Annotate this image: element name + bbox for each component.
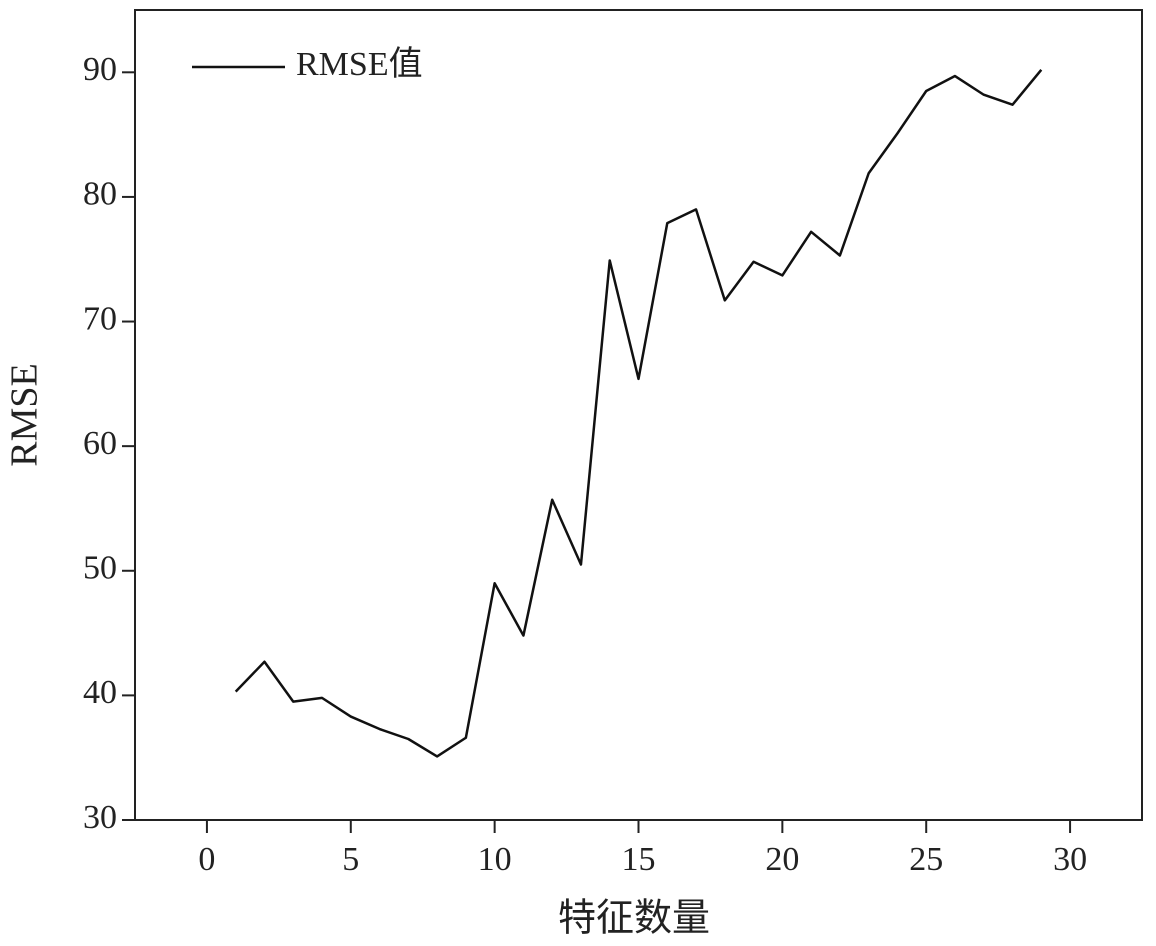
plot-frame <box>134 9 1143 821</box>
y-tick-label: 50 <box>83 550 117 587</box>
y-tick-label: 80 <box>83 176 117 213</box>
x-tick-label: 5 <box>342 841 359 878</box>
y-tick-label: 90 <box>83 51 117 88</box>
y-tick-label: 30 <box>83 799 117 836</box>
legend-label: RMSE值 <box>296 45 423 83</box>
y-tick-label: 60 <box>83 425 117 462</box>
x-tick-label: 10 <box>478 841 512 878</box>
x-tick-label: 20 <box>765 841 799 878</box>
x-axis-label: 特征数量 <box>558 898 710 940</box>
x-tick-label: 30 <box>1053 841 1087 878</box>
x-tick-label: 15 <box>622 841 656 878</box>
y-axis-label: RMSE <box>4 363 46 466</box>
y-tick-label: 40 <box>83 674 117 711</box>
x-tick-label: 0 <box>198 841 215 878</box>
data-line <box>234 69 1043 758</box>
y-tick-label: 70 <box>83 300 117 337</box>
x-tick-label: 25 <box>909 841 943 878</box>
